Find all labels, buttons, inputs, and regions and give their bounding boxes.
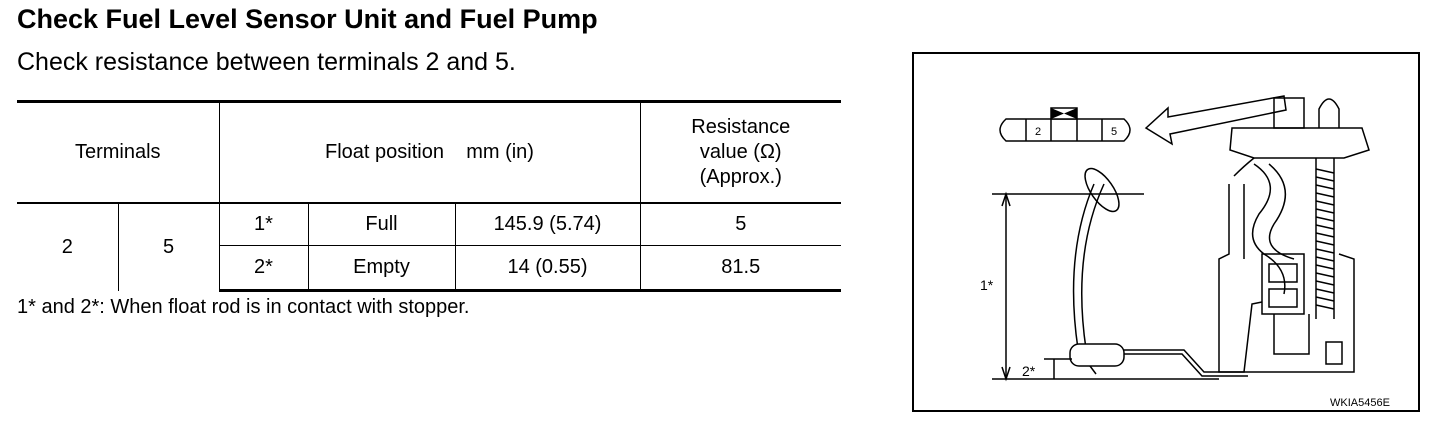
terminal-b-cell: 5 [117, 202, 219, 291]
row2-mark: 2* [218, 245, 308, 292]
row1-position: Full [307, 202, 455, 246]
footnote: 1* and 2*: When float rod is in contact … [17, 296, 470, 318]
connector-icon [999, 107, 1131, 142]
dimension-label-upper: 1* [980, 277, 994, 293]
fuel-pump-illustration: 2 5 1* 2* WKIA5456E [980, 95, 1390, 409]
header-resistance-line1: Resistance [691, 115, 791, 138]
row2-position: Empty [307, 245, 455, 292]
dimension-label-lower: 2* [1022, 363, 1036, 379]
row2-value: 14 (0.55) [454, 245, 640, 292]
page-subtitle: Check resistance between terminals 2 and… [17, 48, 516, 76]
row1-value: 145.9 (5.74) [454, 202, 640, 246]
connector-pin-b-label: 5 [1111, 126, 1117, 138]
connector-pin-a-label: 2 [1035, 126, 1041, 138]
header-float-position-text: Float position mm (in) [325, 140, 534, 163]
figure-code: WKIA5456E [1330, 397, 1390, 409]
header-resistance-line2: value (Ω) [699, 140, 782, 163]
table-row: 2 5 1* Full 145.9 (5.74) 5 [17, 202, 841, 291]
row1-resistance: 5 [639, 202, 841, 246]
table-header-row: Terminals Float position mm (in) Resista… [17, 100, 841, 204]
spring [1315, 158, 1335, 319]
page-title: Check Fuel Level Sensor Unit and Fuel Pu… [17, 4, 598, 34]
row2-resistance: 81.5 [639, 245, 841, 292]
resistance-spec-table: Terminals Float position mm (in) Resista… [17, 100, 841, 292]
header-terminals: Terminals [17, 100, 219, 204]
arrow-icon [1144, 95, 1287, 146]
table-row: 2* Empty 14 (0.55) 81.5 [17, 245, 841, 292]
header-resistance-line3: (Approx.) [699, 165, 782, 188]
header-float-position: Float position mm (in) [218, 100, 640, 204]
row1-mark: 1* [218, 202, 308, 246]
fuel-pump-diagram: 2 5 1* 2* WKIA5456E [912, 52, 1420, 412]
header-resistance: Resistance value (Ω) (Approx.) [639, 100, 841, 204]
terminal-a-cell: 2 [61, 235, 73, 258]
